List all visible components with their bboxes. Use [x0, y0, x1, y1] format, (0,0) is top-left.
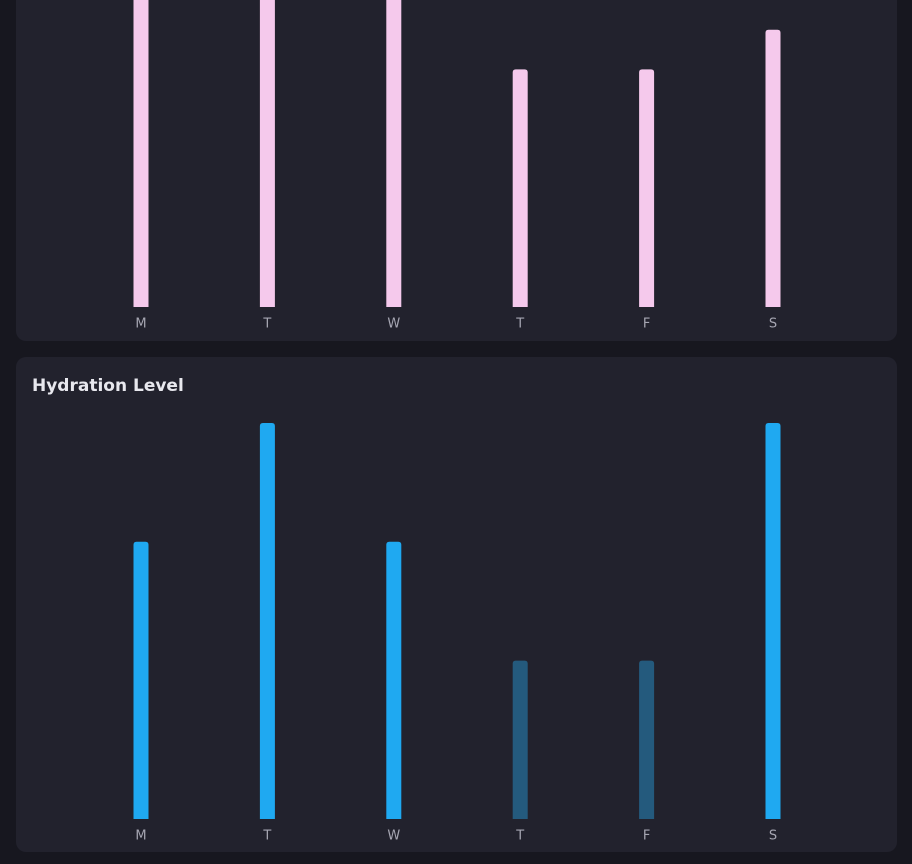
x-tick-label: F: [643, 317, 650, 332]
x-tick-label: T: [262, 317, 271, 332]
card: [16, 357, 897, 852]
bar: [765, 423, 781, 819]
bar: [259, 0, 275, 307]
x-tick-label: T: [515, 317, 524, 332]
x-tick-label: F: [643, 829, 650, 844]
bar: [512, 660, 528, 819]
bar: [512, 69, 528, 308]
card: [16, 0, 897, 341]
x-tick-label: M: [135, 317, 146, 332]
bar: [639, 660, 655, 819]
bar: [639, 69, 655, 308]
bar: [765, 29, 781, 308]
x-tick-label: W: [387, 829, 400, 844]
chart-title: Hydration Level: [32, 376, 184, 396]
bar: [259, 423, 275, 819]
bar: [133, 541, 149, 819]
x-tick-label: S: [769, 829, 777, 844]
x-tick-label: M: [135, 829, 146, 844]
x-tick-label: S: [769, 317, 777, 332]
bar: [386, 0, 402, 307]
x-tick-label: T: [262, 829, 271, 844]
bar: [386, 541, 402, 819]
x-tick-label: W: [387, 317, 400, 332]
x-tick-label: T: [515, 829, 524, 844]
bar: [133, 0, 149, 307]
